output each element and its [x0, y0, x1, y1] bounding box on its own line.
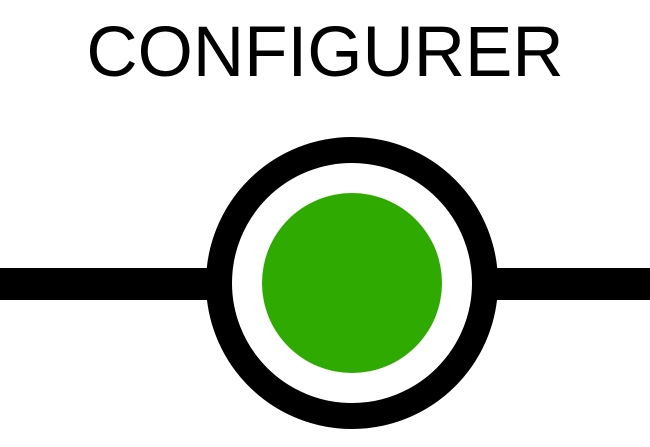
right-connector-line: [495, 268, 650, 300]
left-connector-line: [0, 268, 208, 300]
diagram-title: CONFIGURER: [86, 13, 564, 92]
status-dot-icon: [262, 193, 442, 373]
